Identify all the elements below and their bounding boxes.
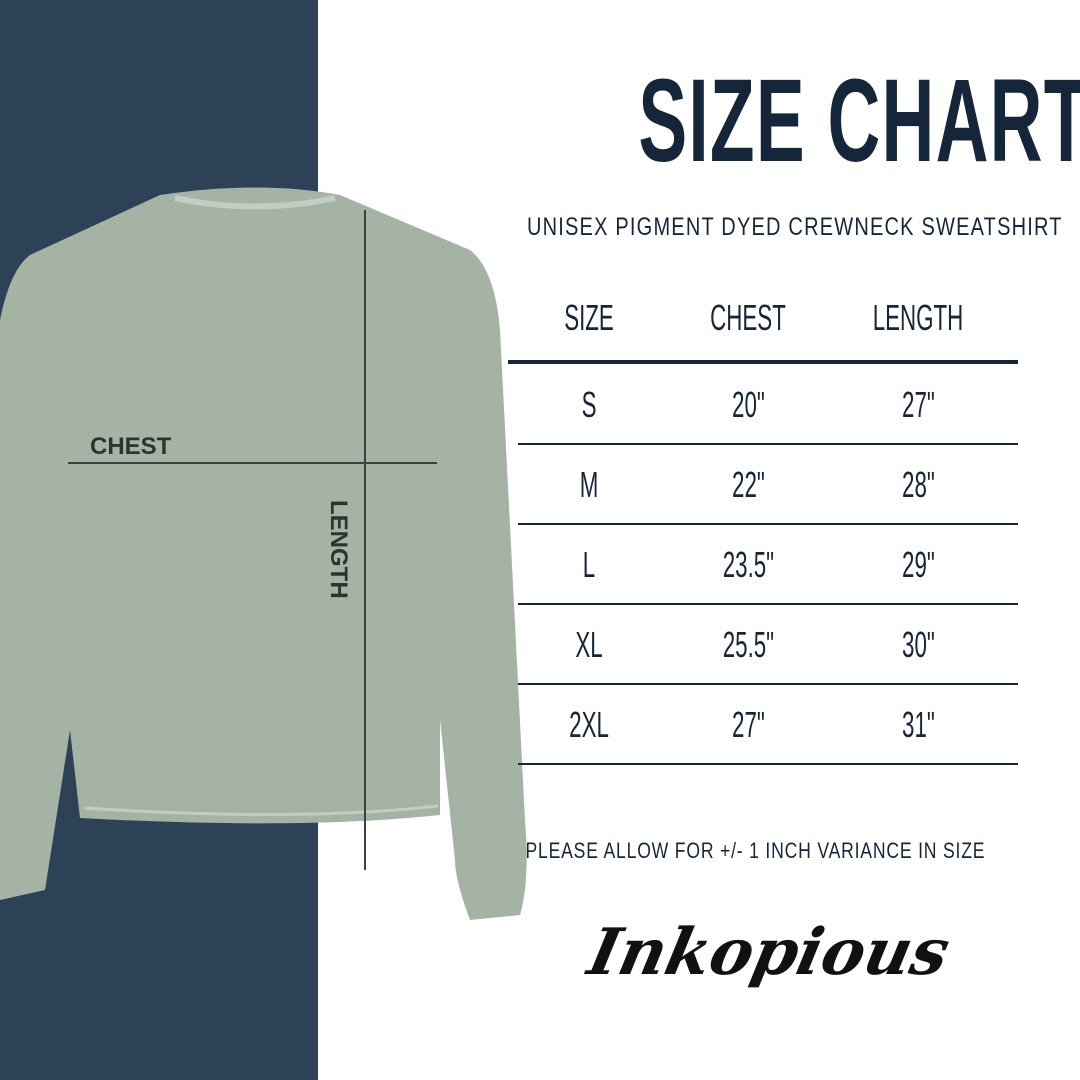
header-length: LENGTH — [872, 297, 964, 338]
row-divider — [518, 523, 1018, 525]
header-size: SIZE — [564, 297, 614, 338]
table-cell: 30" — [901, 624, 935, 665]
table-cell: 20" — [731, 384, 765, 425]
brand-logo: Inkopious — [582, 915, 956, 990]
header-divider — [508, 360, 1018, 364]
table-cell: 2XL — [569, 704, 609, 745]
row-divider — [518, 763, 1018, 765]
header-chest: CHEST — [710, 297, 786, 338]
table-cell: M — [579, 464, 599, 505]
sweatshirt-body — [0, 187, 527, 920]
row-divider — [518, 603, 1018, 605]
table-cell: 29" — [901, 544, 935, 585]
table-cell: S — [581, 384, 597, 425]
sweatshirt-illustration — [0, 187, 527, 920]
table-cell: 23.5" — [722, 544, 774, 585]
table-cell: 31" — [901, 704, 935, 745]
table-cell: 27" — [901, 384, 935, 425]
chest-label: CHEST — [90, 433, 172, 460]
length-label: LENGTH — [325, 500, 352, 599]
page-title: SIZE CHART — [638, 55, 1080, 187]
page-subtitle: UNISEX PIGMENT DYED CREWNECK SWEATSHIRT — [526, 213, 1063, 241]
table-cell: L — [582, 544, 596, 585]
variance-note: PLEASE ALLOW FOR +/- 1 INCH VARIANCE IN … — [525, 838, 985, 863]
table-cell: 28" — [901, 464, 935, 505]
table-cell: 22" — [731, 464, 765, 505]
table-cell: 25.5" — [722, 624, 774, 665]
table-cell: 27" — [731, 704, 765, 745]
row-divider — [518, 443, 1018, 445]
table-cell: XL — [575, 624, 603, 665]
row-divider — [518, 683, 1018, 685]
